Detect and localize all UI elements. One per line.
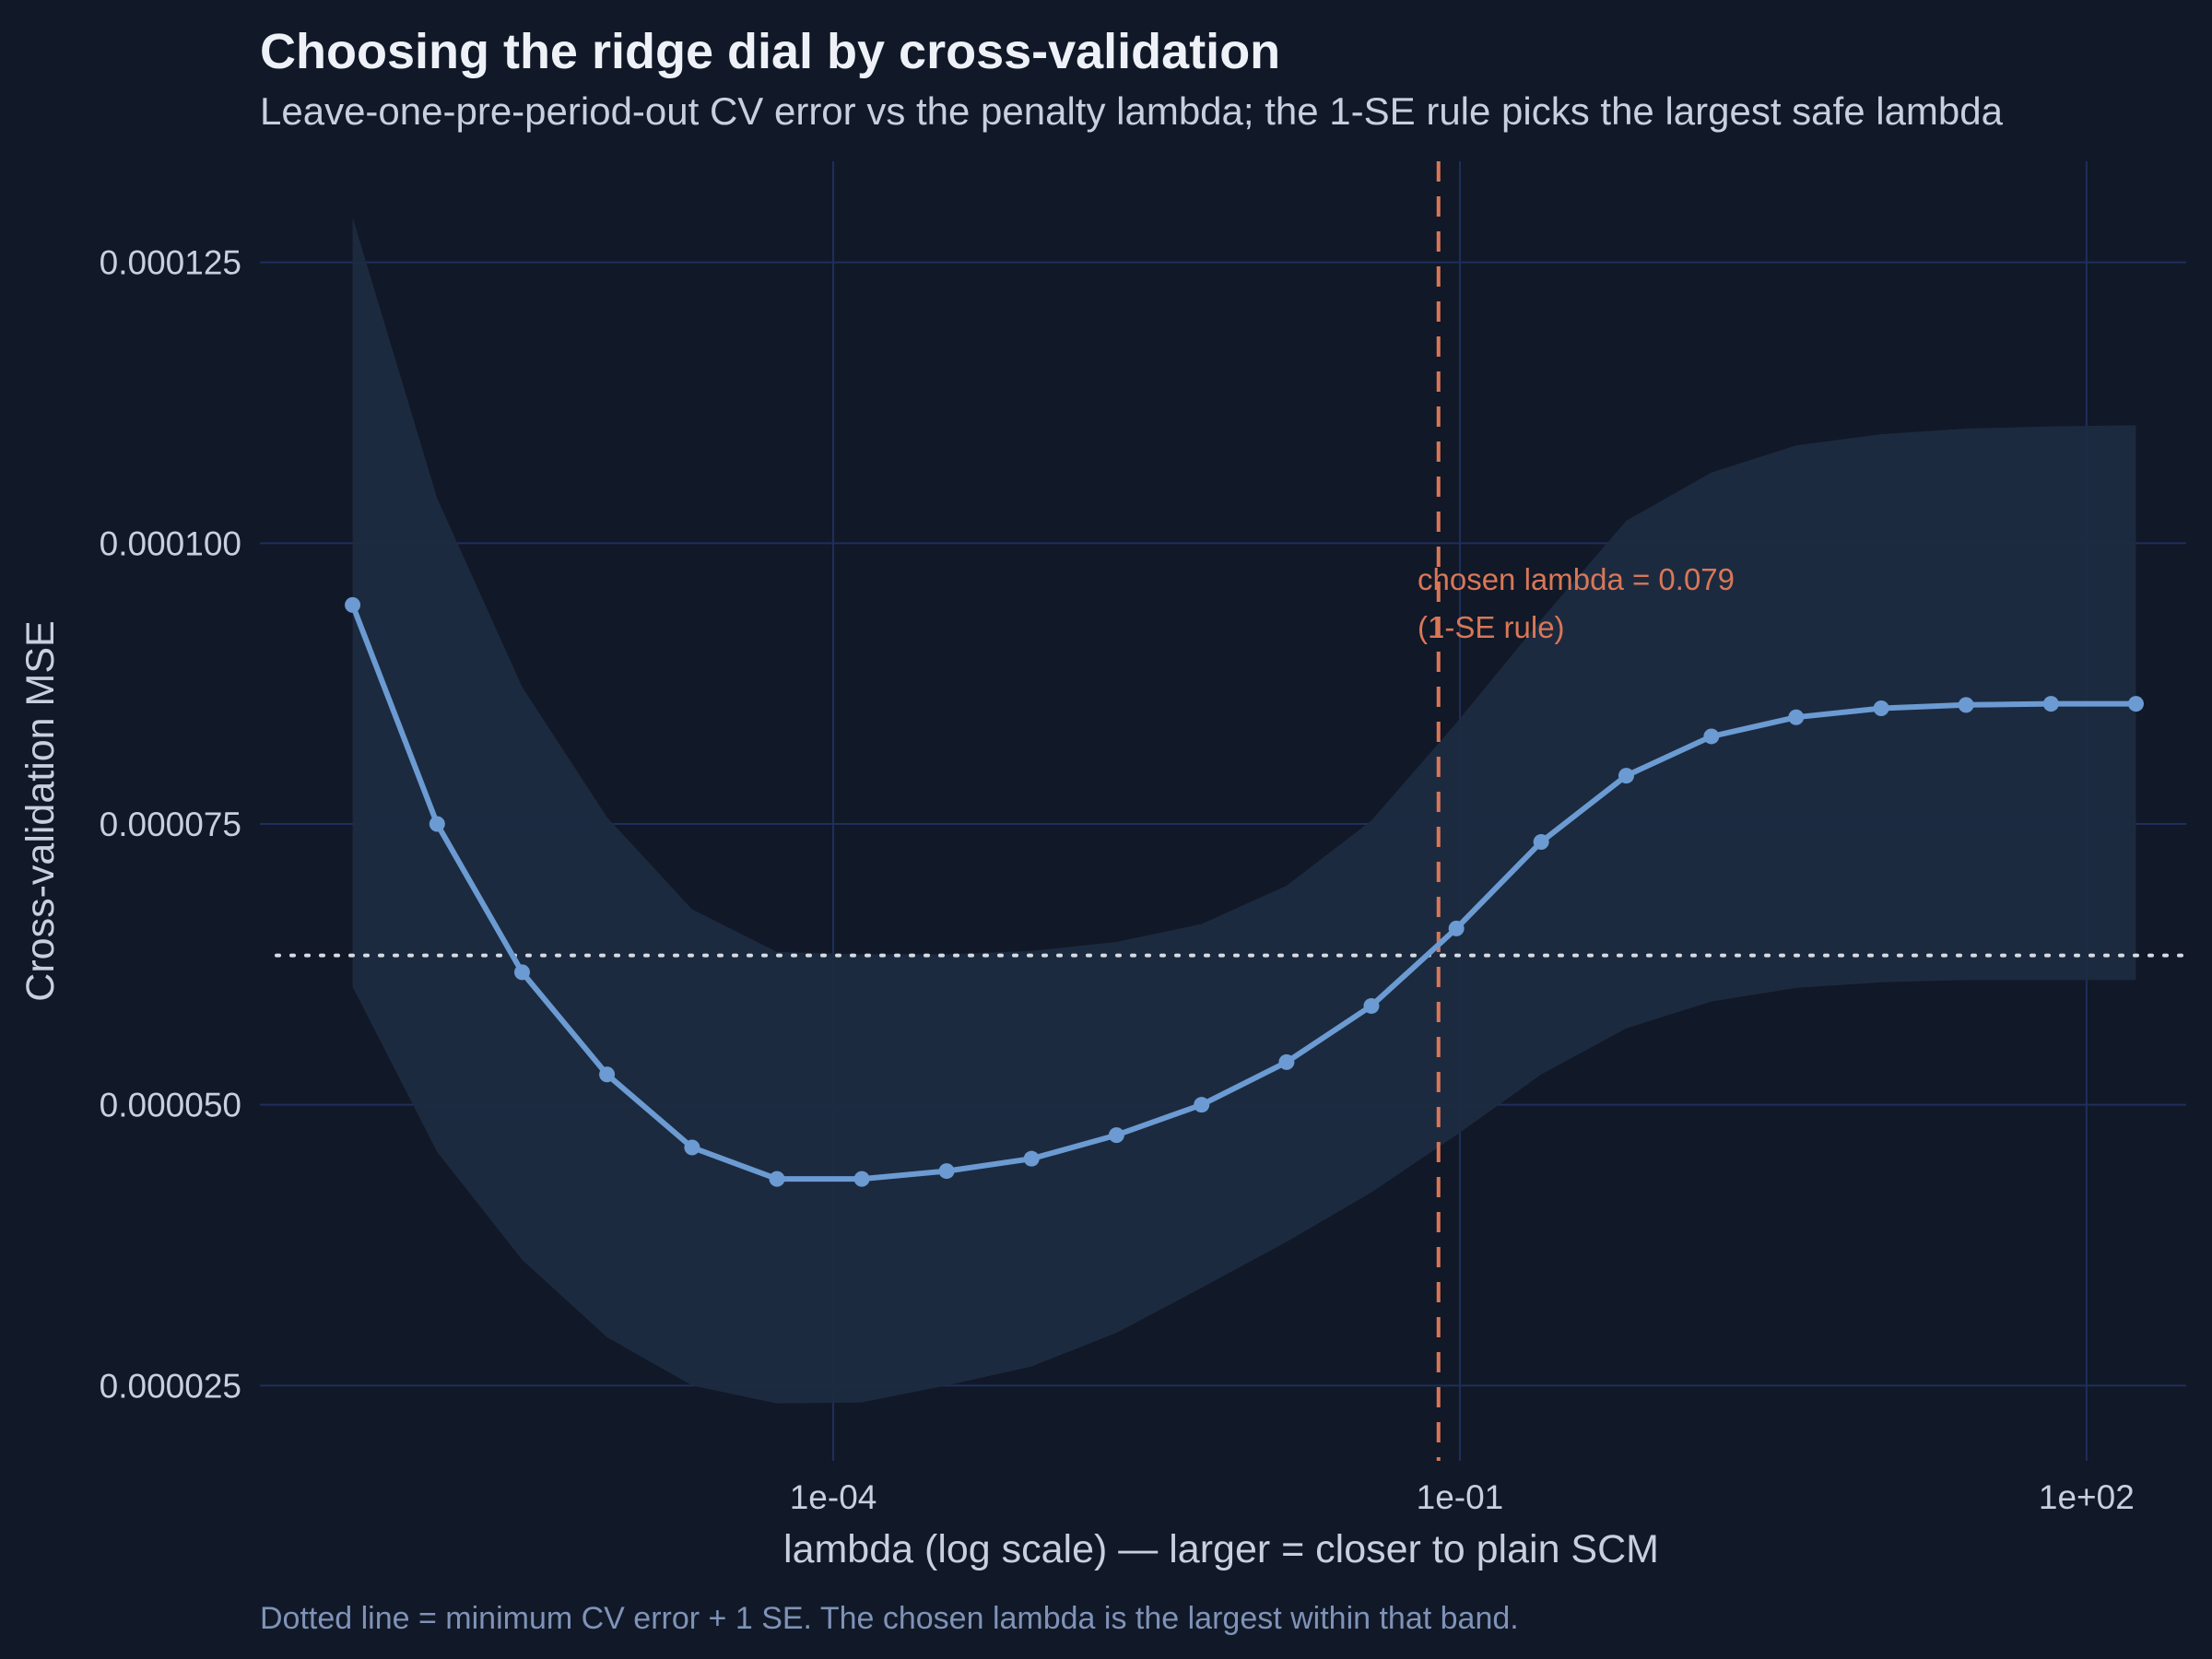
cv-error-point [2042, 696, 2059, 712]
chosen-lambda-annotation-note: (1-SE rule) [1418, 610, 1565, 644]
y-tick-label: 0.000100 [100, 524, 241, 562]
y-tick-label: 0.000075 [100, 806, 241, 843]
x-tick-label: 1e+02 [2039, 1478, 2135, 1516]
cv-error-point [769, 1171, 785, 1187]
x-tick-label: 1e-01 [1417, 1478, 1504, 1516]
cv-error-point [684, 1139, 700, 1156]
chart-caption: Dotted line = minimum CV error + 1 SE. T… [260, 1601, 1519, 1636]
cv-error-point [1023, 1150, 1040, 1167]
chart-subtitle: Leave-one-pre-period-out CV error vs the… [260, 89, 2004, 133]
cv-error-point [429, 816, 445, 832]
x-tick-label: 1e-04 [790, 1478, 877, 1516]
cv-error-point [1873, 700, 1889, 716]
cv-error-point [513, 964, 530, 981]
cv-error-point [1788, 709, 1805, 725]
cv-error-point [1618, 768, 1634, 784]
y-tick-label: 0.000125 [100, 244, 241, 282]
tick-labels: 0.000025 0.000050 0.000075 0.000100 0.000125… [100, 244, 2135, 1516]
cv-error-point [1533, 834, 1549, 851]
cv-error-point [1958, 697, 1974, 713]
cv-error-point [345, 596, 361, 613]
cv-error-point [1278, 1053, 1295, 1070]
cv-error-point [2127, 696, 2144, 712]
cv-error-point [1448, 920, 1465, 936]
cv-error-band [352, 217, 2136, 1404]
series-layer [345, 596, 2144, 1187]
y-axis-title: Cross-validation MSE [18, 620, 63, 1001]
cv-error-point [1108, 1127, 1124, 1144]
cv-error-point [853, 1171, 870, 1187]
y-tick-label: 0.000025 [100, 1367, 241, 1405]
cv-error-point [1194, 1097, 1210, 1113]
cv-error-line [349, 602, 2139, 1182]
cv-error-point [938, 1163, 955, 1180]
chosen-lambda-annotation: chosen lambda = 0.079 [1418, 562, 1735, 596]
band-layer [352, 217, 2136, 1404]
cv-error-point [599, 1066, 616, 1083]
y-tick-label: 0.000050 [100, 1087, 241, 1124]
chart-title: Choosing the ridge dial by cross-validat… [260, 24, 1280, 79]
reference-lines [275, 161, 2188, 1461]
x-axis-title: lambda (log scale) — larger = closer to … [783, 1527, 1659, 1571]
cv-error-point [1703, 728, 1720, 745]
cv-error-point [1363, 997, 1380, 1014]
